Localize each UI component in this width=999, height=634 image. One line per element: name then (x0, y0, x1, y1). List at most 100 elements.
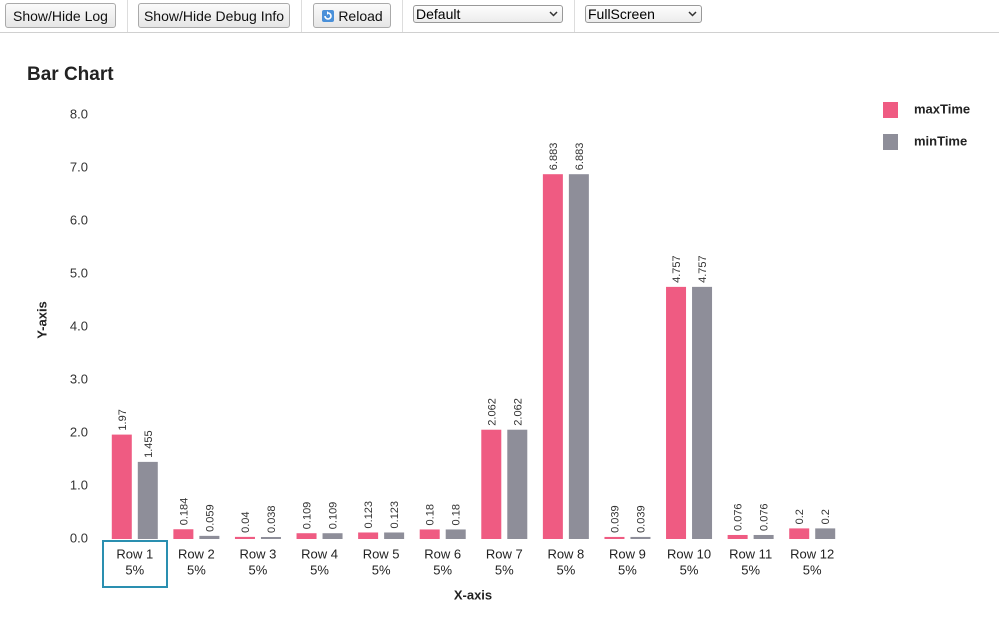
y-tick-label: 7.0 (70, 159, 88, 174)
x-tick-label: Row 9 (609, 546, 646, 561)
theme-select[interactable]: Default (413, 5, 563, 23)
x-tick-note: 5% (495, 562, 514, 577)
value-label: 1.455 (143, 430, 155, 458)
value-label: 6.883 (574, 143, 586, 171)
value-label: 2.062 (486, 398, 498, 426)
legend-swatch (883, 102, 898, 118)
x-tick-note: 5% (680, 562, 699, 577)
x-tick-label: Row 6 (424, 546, 461, 561)
x-tick-label: Row 7 (486, 546, 523, 561)
y-tick-label: 6.0 (70, 212, 88, 227)
value-label: 0.059 (204, 504, 216, 532)
x-tick-note: 5% (125, 562, 144, 577)
bar (481, 429, 502, 539)
value-label: 0.109 (328, 502, 340, 530)
value-label: 6.883 (548, 143, 560, 171)
bar (199, 535, 220, 539)
show-hide-log-button[interactable]: Show/Hide Log (5, 3, 116, 28)
y-tick-label: 4.0 (70, 318, 88, 333)
x-tick-note: 5% (310, 562, 329, 577)
mode-select[interactable]: FullScreen (585, 5, 702, 23)
separator (301, 0, 302, 32)
y-tick-label: 3.0 (70, 371, 88, 386)
bar (604, 536, 625, 539)
bar (419, 529, 440, 539)
bar (173, 529, 194, 539)
value-label: 2.062 (512, 398, 524, 426)
dropdown-arrow (688, 11, 697, 17)
value-label: 0.038 (266, 505, 278, 533)
value-label: 0.04 (240, 511, 252, 532)
separator (574, 0, 575, 32)
bar (815, 528, 836, 539)
bar (507, 429, 528, 539)
y-tick-label: 8.0 (70, 106, 88, 121)
bar (322, 533, 343, 539)
bar (630, 536, 651, 539)
x-tick-note: 5% (249, 562, 268, 577)
reload-button[interactable]: Reload (313, 3, 391, 28)
x-tick-label: Row 8 (547, 546, 584, 561)
y-tick-label: 0.0 (70, 530, 88, 545)
x-tick-note: 5% (556, 562, 575, 577)
value-label: 0.076 (759, 503, 771, 531)
value-label: 0.076 (733, 503, 745, 531)
x-tick-label: Row 10 (667, 546, 711, 561)
bar (260, 536, 281, 539)
reload-label: Reload (338, 7, 383, 24)
y-tick-label: 2.0 (70, 424, 88, 439)
reload-icon (322, 9, 335, 22)
bar (727, 534, 748, 539)
separator (402, 0, 403, 32)
focus-outline (102, 540, 168, 588)
chart: Bar Chart X-axis Y-axis 0.0 1.0 2.0 3.0 4.0 5… (27, 64, 970, 602)
select-value: Default (416, 6, 461, 22)
y-axis-label: Y-axis (34, 301, 49, 339)
bar (789, 528, 810, 539)
bar (296, 533, 317, 539)
bar (542, 174, 563, 540)
value-label: 0.123 (389, 501, 401, 529)
bar (111, 434, 132, 539)
x-tick-label: Row 3 (240, 546, 277, 561)
x-tick-note: 5% (372, 562, 391, 577)
value-label: 4.757 (697, 255, 709, 283)
bar (692, 286, 713, 539)
value-label: 1.97 (117, 409, 129, 430)
bar (384, 532, 405, 539)
legend-swatch (883, 134, 898, 150)
bar (666, 286, 687, 539)
bar (358, 532, 379, 539)
separator (127, 0, 128, 32)
x-tick-note: 5% (187, 562, 206, 577)
x-tick-label: Row 5 (363, 546, 400, 561)
dropdown-arrow (549, 11, 558, 17)
x-tick-note: 5% (618, 562, 637, 577)
y-tick-label: 1.0 (70, 477, 88, 492)
value-label: 0.18 (451, 504, 463, 525)
value-label: 0.039 (635, 505, 647, 533)
value-label: 0.123 (363, 501, 375, 529)
bar (568, 174, 589, 540)
value-label: 0.039 (609, 505, 621, 533)
show-hide-debug-button[interactable]: Show/Hide Debug Info (138, 3, 290, 28)
x-tick-label: Row 4 (301, 546, 338, 561)
x-axis-label: X-axis (454, 587, 492, 602)
bar (234, 536, 255, 539)
chart-title: Bar Chart (27, 64, 114, 85)
x-tick-label: Row 2 (178, 546, 215, 561)
legend-label: maxTime (914, 101, 970, 116)
select-value: FullScreen (588, 6, 655, 22)
x-tick-note: 5% (741, 562, 760, 577)
bar (753, 534, 774, 539)
value-label: 0.109 (302, 502, 314, 530)
bar (137, 461, 158, 539)
toolbar: Show/Hide Log Show/Hide Debug Info Reloa… (0, 0, 999, 33)
x-tick-note: 5% (433, 562, 452, 577)
value-label: 0.18 (425, 504, 437, 525)
legend-label: minTime (914, 133, 967, 148)
value-label: 4.757 (671, 255, 683, 283)
value-label: 0.184 (178, 498, 190, 526)
value-label: 0.2 (794, 509, 806, 524)
